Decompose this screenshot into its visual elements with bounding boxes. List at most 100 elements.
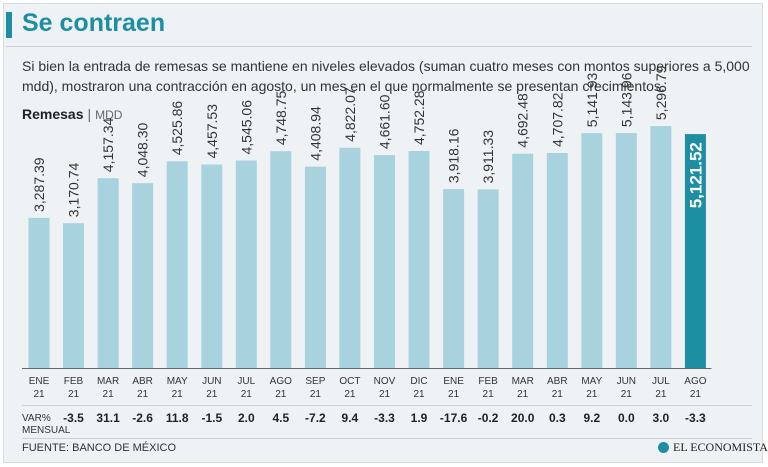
value-label-18: 5,296.79: [653, 65, 669, 120]
value-label-14: 4,692.48: [515, 93, 531, 148]
bar-10: [374, 155, 395, 368]
bar-11: [408, 151, 430, 368]
x-tick-year-6: 21: [241, 389, 253, 400]
value-label-0: 3,287.39: [31, 157, 47, 212]
title-accent-bar: [6, 12, 12, 38]
x-tick-month-12: ENE: [443, 376, 464, 387]
value-label-19: 5,121.52: [686, 142, 705, 208]
series-unit: MDD: [95, 108, 123, 122]
monthly-change-15: 0.3: [549, 411, 566, 425]
x-tick-month-5: JUN: [202, 376, 221, 387]
bar-17: [615, 133, 637, 368]
monthly-change-8: -7.2: [305, 411, 326, 425]
x-tick-month-2: MAR: [97, 376, 119, 387]
value-label-3: 4,048.30: [135, 122, 151, 177]
x-tick-year-16: 21: [586, 389, 598, 400]
monthly-change-2: 31.1: [96, 411, 120, 425]
brand-logo: EL ECONOMISTA: [658, 440, 768, 455]
bar-8: [304, 166, 326, 368]
x-tick-year-17: 21: [621, 389, 633, 400]
monthly-change-10: -3.3: [374, 411, 395, 425]
x-tick-month-18: JUL: [652, 376, 670, 387]
x-tick-year-2: 21: [103, 389, 115, 400]
monthly-change-5: -1.5: [201, 411, 222, 425]
monthly-change-13: -0.2: [478, 411, 499, 425]
bar-15: [546, 153, 568, 368]
x-tick-month-11: DIC: [410, 376, 427, 387]
value-label-2: 4,157.34: [100, 117, 116, 172]
page-title: Se contraen: [22, 9, 166, 37]
source-note: FUENTE: BANCO DE MÉXICO: [22, 442, 177, 454]
x-tick-month-6: JUL: [237, 376, 255, 387]
value-label-16: 5,141.93: [584, 72, 600, 127]
monthly-change-7: 4.5: [272, 411, 289, 425]
x-tick-month-14: MAR: [512, 376, 534, 387]
bar-0: [28, 217, 50, 368]
value-label-10: 4,661.60: [377, 94, 393, 149]
value-label-9: 4,822.07: [342, 87, 358, 142]
bar-16: [581, 133, 603, 368]
monthly-change-4: 11.8: [166, 411, 189, 425]
bar-13: [477, 189, 499, 368]
bar-6: [235, 160, 257, 368]
value-label-11: 4,752.28: [411, 90, 427, 145]
var-row-label-1: VAR%: [22, 413, 51, 424]
x-tick-year-12: 21: [448, 389, 460, 400]
bar-5: [201, 164, 223, 368]
value-label-1: 3,170.74: [66, 162, 82, 217]
x-tick-year-11: 21: [413, 389, 425, 400]
bar-1: [63, 223, 84, 368]
x-tick-year-5: 21: [206, 389, 218, 400]
monthly-change-1: -3.5: [63, 411, 84, 425]
brand-logo-icon: [658, 442, 669, 453]
x-tick-year-8: 21: [310, 389, 322, 400]
bar-3: [132, 183, 154, 368]
x-tick-month-13: FEB: [478, 376, 498, 387]
bar-7: [270, 151, 292, 368]
x-tick-year-18: 21: [655, 389, 667, 400]
x-tick-month-19: AGO: [684, 376, 706, 387]
x-tick-month-0: ENE: [29, 376, 50, 387]
monthly-change-16: 9.2: [583, 411, 600, 425]
value-label-17: 5,143.96: [618, 72, 634, 127]
value-label-8: 4,408.94: [307, 106, 323, 161]
title-divider: [6, 46, 752, 47]
value-label-4: 4,525.86: [169, 101, 185, 156]
bar-12: [443, 189, 465, 368]
bar-19: [684, 134, 706, 368]
bar-18: [650, 126, 672, 368]
monthly-change-17: 0.0: [618, 411, 635, 425]
x-tick-month-3: ABR: [132, 376, 153, 387]
value-label-13: 3,911.33: [480, 130, 496, 184]
bar-2: [97, 178, 119, 368]
x-tick-month-7: AGO: [270, 376, 292, 387]
x-tick-month-10: NOV: [374, 376, 396, 387]
monthly-change-12: -17.6: [440, 411, 468, 425]
x-tick-month-17: JUN: [617, 376, 636, 387]
x-tick-year-19: 21: [690, 389, 702, 400]
x-tick-year-7: 21: [275, 389, 287, 400]
value-label-12: 3,918.16: [446, 128, 462, 183]
x-tick-year-0: 21: [33, 389, 45, 400]
value-label-6: 4,545.06: [238, 100, 254, 155]
monthly-change-18: 3.0: [653, 411, 670, 425]
brand-name: EL ECONOMISTA: [673, 440, 768, 454]
x-tick-year-9: 21: [344, 389, 356, 400]
var-row-label-2: MENSUAL: [22, 425, 71, 436]
monthly-change-11: 1.9: [411, 411, 428, 425]
series-header: Remesas | MDD: [22, 106, 122, 122]
series-name: Remesas: [22, 106, 84, 122]
bar-9: [339, 147, 361, 368]
monthly-change-9: 9.4: [342, 411, 359, 425]
series-separator: |: [87, 106, 92, 122]
x-tick-month-4: MAY: [167, 376, 188, 387]
bar-14: [512, 153, 534, 368]
x-tick-year-10: 21: [379, 389, 391, 400]
x-tick-month-16: MAY: [581, 376, 602, 387]
monthly-change-6: 2.0: [238, 411, 255, 425]
x-tick-year-13: 21: [483, 389, 495, 400]
value-label-7: 4,748.75: [273, 90, 289, 145]
x-tick-month-15: ABR: [547, 376, 568, 387]
monthly-change-14: 20.0: [511, 411, 535, 425]
